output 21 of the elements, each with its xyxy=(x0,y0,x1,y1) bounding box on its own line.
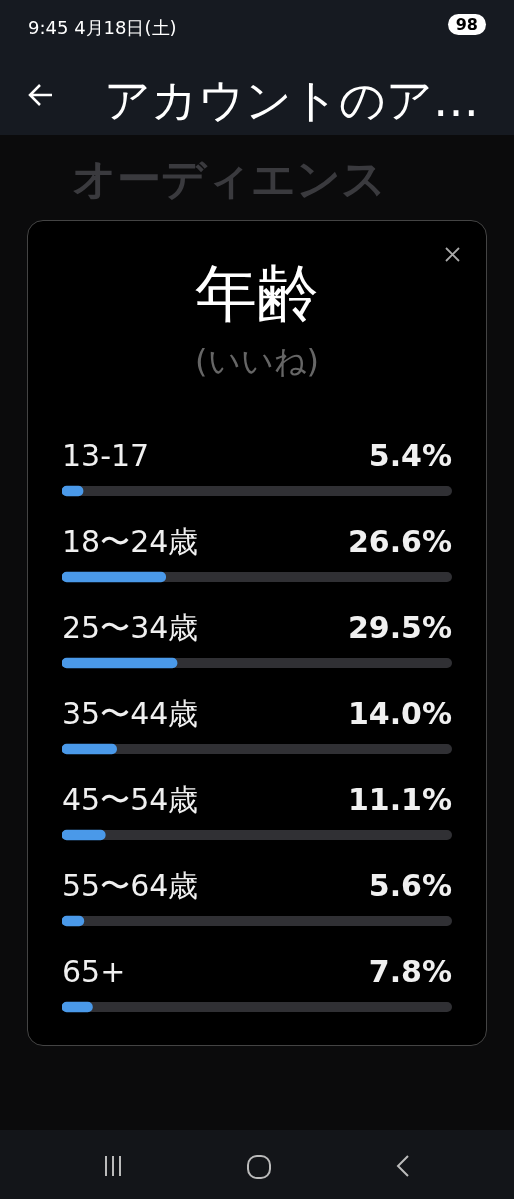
data-label: 11.1% xyxy=(347,781,452,817)
data-label: 7.8% xyxy=(368,953,452,989)
y-tick-label: 35〜44歳 xyxy=(62,695,199,731)
data-label: 14.0% xyxy=(347,695,452,731)
chart-subtitle: (いいね) xyxy=(194,341,320,382)
bar xyxy=(62,743,117,755)
text: 9:45 4月18日(土) xyxy=(28,16,177,40)
text: アカウントのア… xyxy=(104,72,479,129)
data-label: 5.4% xyxy=(368,437,452,473)
y-tick-label: 45〜54歳 xyxy=(62,781,199,817)
chart-title: 年齢 xyxy=(194,256,320,332)
y-tick-label: 13-17 xyxy=(62,437,150,473)
y-tick-label: 25〜34歳 xyxy=(62,609,199,645)
data-label: 5.6% xyxy=(368,867,452,903)
y-tick-label: 18〜24歳 xyxy=(62,523,199,559)
y-tick-label: 55〜64歳 xyxy=(62,867,199,903)
data-label: 29.5% xyxy=(347,609,452,645)
bar xyxy=(62,829,106,841)
y-tick-label: 65+ xyxy=(62,953,126,989)
text: 98 xyxy=(447,14,486,35)
data-label: 26.6% xyxy=(347,523,452,559)
